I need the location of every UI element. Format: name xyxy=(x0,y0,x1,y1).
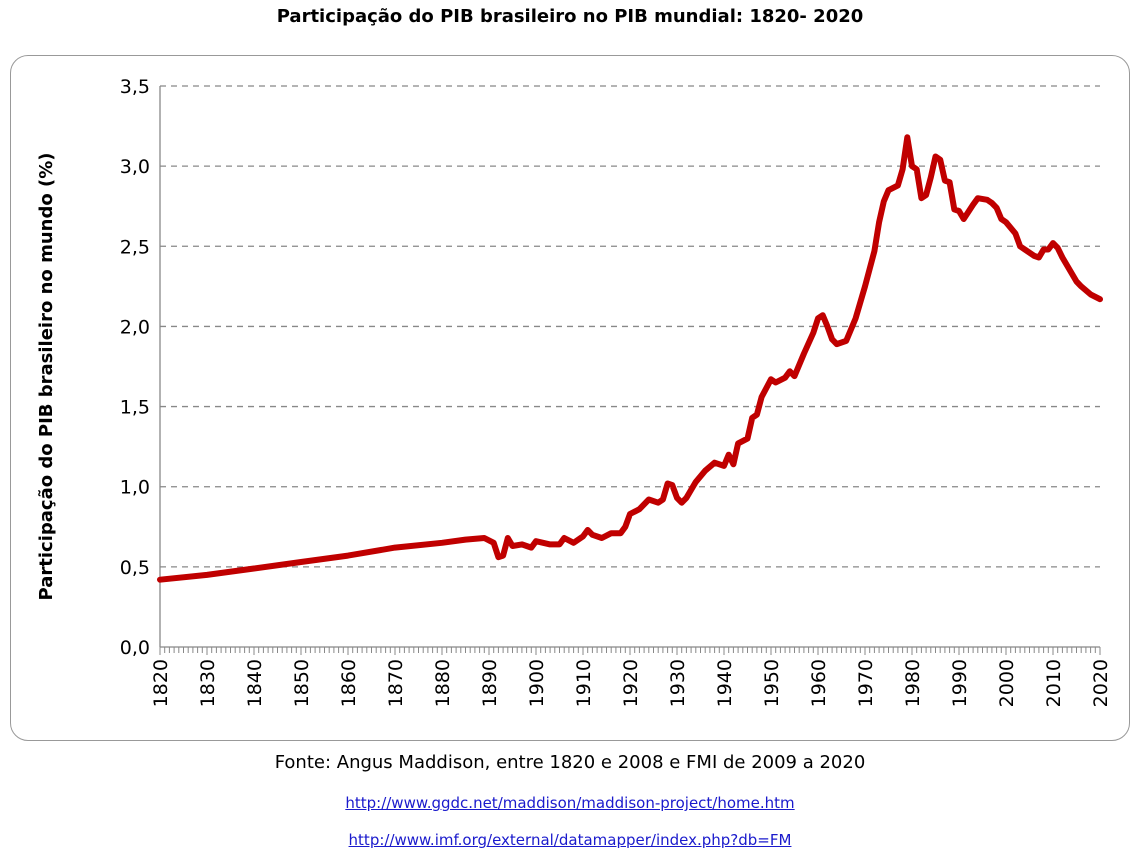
x-tick-label: 1900 xyxy=(526,659,548,707)
chart-title: Participação do PIB brasileiro no PIB mu… xyxy=(276,6,864,27)
link-imf[interactable]: http://www.imf.org/external/datamapper/i… xyxy=(348,831,792,849)
y-tick-label: 2,5 xyxy=(120,236,150,258)
y-tick-label: 3,5 xyxy=(120,76,150,98)
x-tick-label: 1970 xyxy=(855,659,877,707)
x-tick-label: 1870 xyxy=(385,659,407,707)
x-tick-label: 1930 xyxy=(667,659,689,707)
x-tick-label: 1960 xyxy=(808,659,830,707)
y-tick-label: 1,5 xyxy=(120,397,150,419)
x-tick-label: 1940 xyxy=(714,659,736,707)
link-maddison[interactable]: http://www.ggdc.net/maddison/maddison-pr… xyxy=(345,794,795,812)
y-axis-title: Participação do PIB brasileiro no mundo … xyxy=(36,153,57,601)
x-tick-label: 1980 xyxy=(902,659,924,707)
y-tick-label: 0,0 xyxy=(120,637,150,659)
x-tick-label: 2000 xyxy=(996,659,1018,707)
x-tick-label: 1850 xyxy=(291,659,313,707)
x-tick-label: 1840 xyxy=(244,659,266,707)
source-note: Fonte: Angus Maddison, entre 1820 e 2008… xyxy=(274,752,866,773)
y-tick-label: 0,5 xyxy=(120,557,150,579)
x-tick-label: 2010 xyxy=(1043,659,1065,707)
y-tick-label: 3,0 xyxy=(120,156,150,178)
x-tick-label: 1880 xyxy=(432,659,454,707)
x-tick-label: 1910 xyxy=(573,659,595,707)
series-line-brasil xyxy=(157,134,1103,583)
x-tick-label: 1990 xyxy=(949,659,971,707)
x-tick-label: 1820 xyxy=(150,659,172,707)
x-tick-label: 1830 xyxy=(197,659,219,707)
x-tick-label: 1860 xyxy=(338,659,360,707)
line-chart: 0,0 0,5 1,0 1,5 2,0 2,5 3,0 3,5 1820 1830 1840 1850… xyxy=(36,76,1112,707)
x-tick-label: 2020 xyxy=(1090,659,1112,707)
chart-frame xyxy=(10,55,1130,741)
x-tick-label: 1890 xyxy=(479,659,501,707)
y-tick-label: 2,0 xyxy=(120,316,150,338)
y-tick-label: 1,0 xyxy=(120,477,150,499)
x-tick-label: 1950 xyxy=(761,659,783,707)
x-tick-label: 1920 xyxy=(620,659,642,707)
